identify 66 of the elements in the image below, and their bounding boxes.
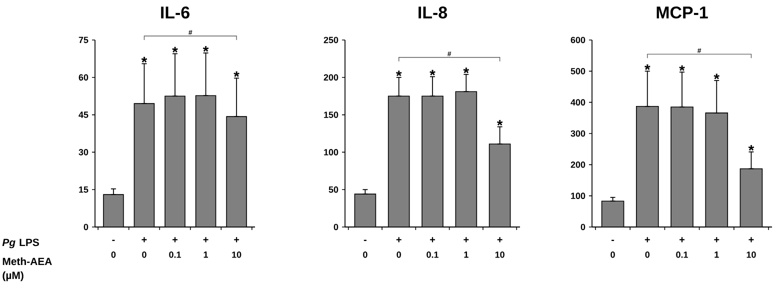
data-label: * (644, 64, 650, 70)
data-label: * (172, 46, 178, 52)
text: + (234, 237, 240, 242)
text: + (172, 237, 178, 242)
text: + (430, 237, 436, 242)
y-tick-label: 50 (328, 186, 338, 193)
y-tick-label: 500 (570, 68, 586, 74)
text: - (112, 240, 115, 242)
y-tick-label: 45 (78, 112, 88, 118)
text: - (612, 240, 614, 242)
x-tick-label: 10 (232, 252, 242, 258)
data-label: * (679, 65, 685, 71)
y-tick-label: 400 (570, 99, 586, 106)
x-tick-label: 0.1 (676, 252, 688, 258)
data-label: * (396, 70, 402, 76)
y-tick-label: 30 (78, 149, 88, 156)
text: + (680, 237, 685, 242)
text: + (203, 237, 208, 242)
data-label: * (234, 71, 240, 77)
y-tick-label: 100 (571, 192, 586, 200)
text: - (364, 240, 366, 242)
data-label: * (141, 56, 148, 62)
y-tick-label: 100 (324, 149, 338, 156)
y-tick-label: 200 (324, 74, 338, 81)
x-tick-label: 1 (204, 252, 208, 258)
y-tick-label: 200 (570, 161, 586, 168)
chart-title: MCP-1 (656, 6, 708, 19)
text: + (714, 237, 720, 242)
chart-title: IL-6 (161, 6, 190, 19)
data-label: * (202, 46, 209, 52)
data-label: * (714, 74, 720, 80)
y-tick-label: 75 (78, 36, 88, 44)
x-tick-label: 0 (645, 252, 650, 258)
text: + (748, 237, 754, 242)
y-tick-label: 15 (79, 186, 88, 193)
y-tick-label: 600 (570, 36, 586, 44)
chart-title: IL-8 (418, 6, 448, 19)
text: + (464, 237, 469, 242)
data-label: * (430, 70, 436, 76)
y-tick-label: 0 (84, 224, 88, 230)
y-tick-label: 300 (570, 130, 586, 137)
text: Meth-AEA (µM) (2, 257, 52, 282)
text: + (644, 237, 650, 242)
x-tick-label: 0 (111, 252, 116, 258)
x-tick-label: 0 (363, 252, 368, 258)
x-tick-label: 1 (464, 252, 468, 258)
y-tick-label: 0 (580, 224, 586, 230)
data-label: * (463, 68, 470, 74)
text: + (396, 237, 402, 242)
text: + (497, 237, 502, 242)
text: Pg LPS (2, 238, 39, 248)
y-tick-label: 150 (324, 112, 338, 118)
data-label: * (748, 145, 754, 151)
y-tick-label: 0 (334, 224, 338, 230)
y-tick-label: 60 (78, 74, 88, 81)
x-tick-label: 10 (746, 252, 756, 258)
text: + (142, 237, 147, 242)
x-tick-label: 0 (396, 252, 401, 258)
x-tick-label: 0.1 (169, 252, 181, 258)
data-label: * (496, 120, 503, 126)
x-tick-label: 0.1 (426, 252, 438, 258)
y-tick-label: 250 (324, 36, 338, 44)
x-tick-label: 0 (610, 252, 615, 258)
x-tick-label: 1 (714, 252, 719, 258)
x-tick-label: 0 (142, 252, 146, 258)
x-tick-label: 10 (495, 252, 504, 258)
